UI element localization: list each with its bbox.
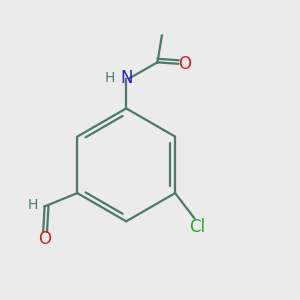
Text: O: O — [178, 55, 192, 73]
Text: Cl: Cl — [189, 218, 205, 236]
Text: O: O — [38, 230, 51, 247]
Text: H: H — [28, 198, 38, 212]
Text: H: H — [105, 71, 115, 85]
Text: N: N — [120, 69, 133, 87]
